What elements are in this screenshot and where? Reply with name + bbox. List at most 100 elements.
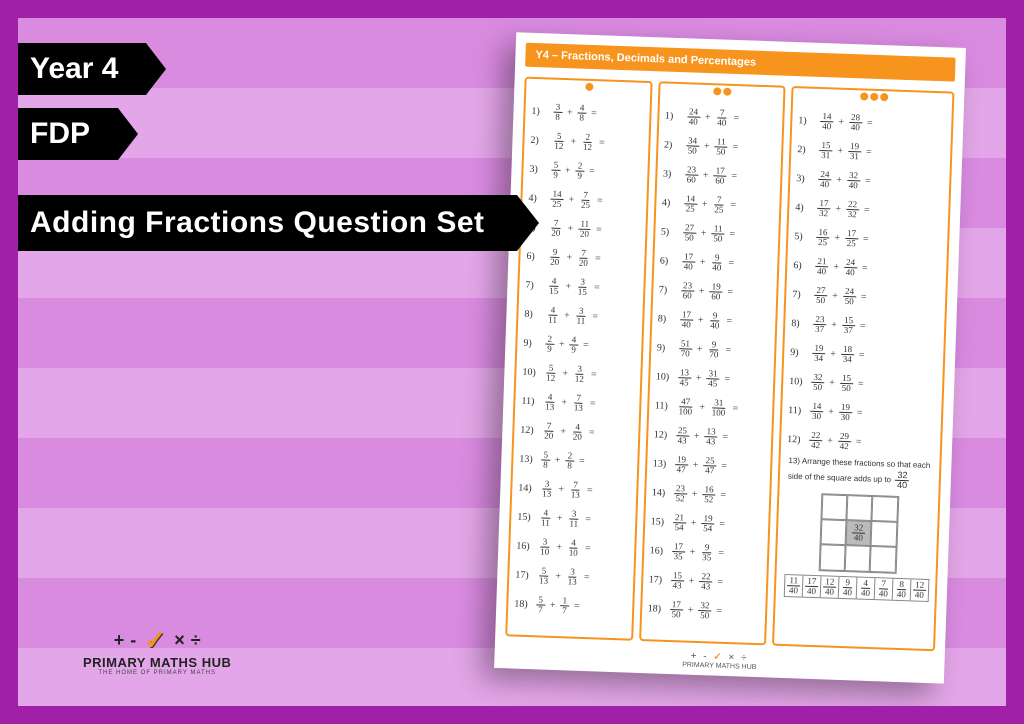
fraction: 512 [552,132,566,151]
fraction: 1543 [670,571,684,590]
plus-sign: + [568,194,574,205]
equals-sign: = [858,378,864,389]
fraction: 313 [540,479,554,498]
equals-sign: = [591,369,597,380]
fraction: 1531 [819,141,833,160]
fraction: 1550 [840,374,854,393]
difficulty-dots [799,90,948,107]
fraction: 3240 [895,471,910,490]
fraction: 920 [548,248,562,267]
equals-sign: = [863,234,869,245]
question-row: 17)1543+2243= [648,565,762,598]
plus-sign: + [567,107,573,118]
fraction: 970 [707,340,721,359]
question-row: 10)1345+3145= [655,362,769,395]
fraction: 1240 [823,577,837,596]
fraction: 2440 [818,170,832,189]
fraction: 420 [571,422,585,441]
fraction: 2942 [838,432,852,451]
tag-title: Adding Fractions Question Set [18,195,517,251]
plus-sign: + [565,281,571,292]
chevron-background: Year 4 FDP Adding Fractions Question Set… [18,18,1006,706]
fraction: 2360 [685,165,699,184]
question-row: 2)3450+1150= [663,131,777,164]
tag-title-text: Adding Fractions Question Set [30,206,485,240]
fraction: 2450 [843,287,857,306]
question-number: 14) [518,483,538,495]
plus-sign: + [831,319,837,330]
equals-sign: = [585,514,591,525]
fraction: 1430 [810,402,824,421]
magic-square-cell [872,496,898,522]
fraction: 1120 [578,220,592,239]
question-number: 6) [793,260,813,272]
dot-icon [870,93,878,101]
fraction: 740 [877,579,891,598]
brand-title: PRIMARY MATHS HUB [83,655,231,670]
plus-sign: + [557,513,563,524]
tick-icon [142,627,168,653]
fraction: 940 [841,578,855,597]
fraction: 1735 [671,542,685,561]
equals-sign: = [574,601,580,612]
magic-square-cell [819,545,845,571]
fraction: 1947 [674,455,688,474]
question-row: 8)411+311= [524,300,638,333]
fraction: 2750 [814,286,828,305]
fraction: 49 [569,335,578,354]
fraction: 1740 [805,577,819,596]
plus-sign: + [693,460,699,471]
plus-sign: + [556,542,562,553]
equals-sign: = [729,229,735,240]
fraction: 2440 [844,258,858,277]
equals-sign: = [583,340,589,351]
question-row: 6)920+720= [526,242,640,275]
plus-sign: + [692,489,698,500]
fraction: 212 [581,133,595,152]
fraction: 3250 [811,373,825,392]
fraction: 940 [708,311,722,330]
plus-sign: + [688,605,694,616]
challenge-question: 13) Arrange these fractions so that each… [782,454,936,602]
question-row: 11)413+713= [521,387,635,420]
fraction: 720 [549,219,563,238]
plus-sign: + [703,170,709,181]
question-row: 7)2360+1960= [658,275,772,308]
tag-year: Year 4 [18,43,146,95]
fraction: 2352 [673,484,687,503]
equals-sign: = [865,176,871,187]
question-row: 15)2154+1954= [650,507,764,540]
fraction: 2140 [815,257,829,276]
equals-sign: = [857,407,863,418]
fraction: 512 [544,363,558,382]
question-number: 15) [651,516,671,528]
equals-sign: = [728,258,734,269]
question-number: 12) [654,429,674,441]
plus-sign: + [701,228,707,239]
question-number: 13) [519,454,539,466]
equals-sign: = [718,548,724,559]
question-number: 9) [523,338,543,350]
times-icon: × [174,630,185,651]
fraction: 59 [551,161,560,180]
question-row: 6)1740+940= [659,246,773,279]
fraction: 415 [547,277,561,296]
question-number: 8) [791,318,811,330]
fraction: 2242 [809,431,823,450]
question-row: 9)5170+970= [656,333,770,366]
question-number: 7) [792,289,812,301]
plus-sign: + [691,518,697,529]
plus-sign: + [829,377,835,388]
dot-icon [713,87,721,95]
question-number: 18) [648,603,668,615]
strip-cell: 940 [839,577,858,599]
fraction: 1440 [820,112,834,131]
fraction: 1150 [714,137,728,156]
plus-sign: + [835,204,841,215]
question-row: 3)2360+1760= [662,160,776,193]
question-row: 13)58+28= [519,445,633,478]
worksheet-column: 1)1440+2840=2)1531+1931=3)2440+3240=4)17… [772,86,954,651]
question-list: 1)2440+740=2)3450+1150=3)2360+1760=4)142… [647,102,779,628]
strip-cell: 1140 [785,575,804,597]
fraction: 1240 [913,580,927,599]
